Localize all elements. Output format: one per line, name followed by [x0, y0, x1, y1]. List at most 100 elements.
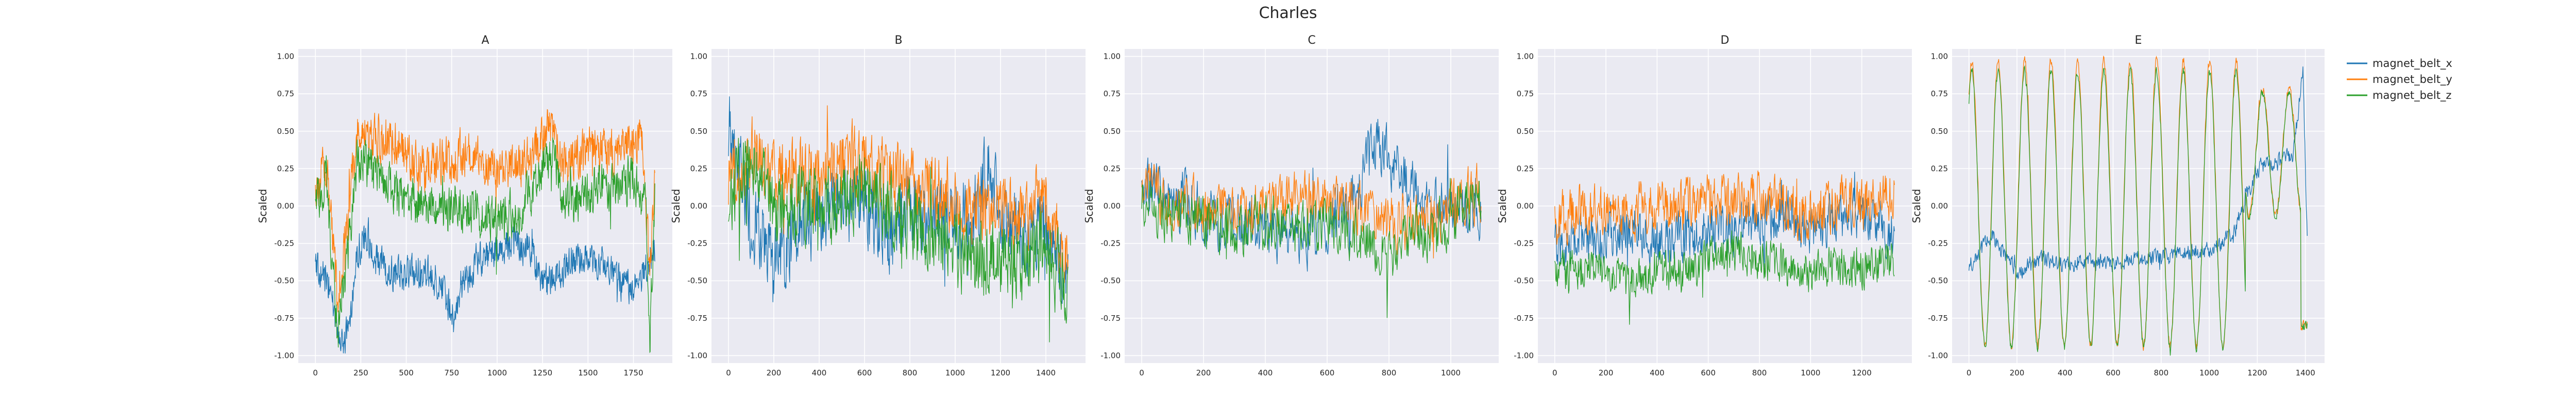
y-tick-label: 0.00 — [690, 201, 707, 211]
x-tick-label: 600 — [2106, 368, 2121, 377]
y-tick-label: -0.50 — [687, 276, 707, 285]
x-tick-label: 1250 — [533, 368, 552, 377]
series-line-magnet-belt-z — [728, 138, 1069, 342]
y-tick-label: 0.00 — [1517, 201, 1534, 211]
y-tick-label: -0.75 — [1928, 314, 1948, 323]
y-tick-label: 0.25 — [690, 164, 707, 173]
y-tick-label: 0.75 — [277, 89, 294, 98]
series-lines — [1141, 118, 1482, 318]
y-axis-label: Scaled — [1496, 189, 1509, 224]
panel-b: -1.00 -0.75 -0.50 -0.25 0.00 0.25 0.50 0.75 1.00… — [670, 34, 1086, 377]
y-tick-label: -0.75 — [1100, 314, 1121, 323]
y-tick-label: 1.00 — [1517, 52, 1534, 61]
x-tick-label: 200 — [2010, 368, 2025, 377]
x-tick-label: 0 — [1139, 368, 1144, 377]
x-tick-label: 1200 — [2247, 368, 2267, 377]
y-tick-label: -0.50 — [1100, 276, 1121, 285]
y-tick-label: -1.00 — [687, 351, 707, 360]
series-lines — [728, 96, 1069, 342]
series-line-magnet-belt-y — [1141, 163, 1482, 259]
x-tick-label: 500 — [399, 368, 414, 377]
y-tick-label: 0.50 — [1104, 127, 1121, 136]
x-tick-label: 1000 — [487, 368, 507, 377]
series-line-magnet-belt-z — [1969, 65, 2308, 356]
x-tick-label: 1200 — [1852, 368, 1872, 377]
x-tick-label: 400 — [812, 368, 827, 377]
y-tick-label: -0.25 — [1928, 239, 1948, 248]
y-tick-label: -0.50 — [1928, 276, 1948, 285]
panel-title: C — [1308, 34, 1315, 47]
legend-label-magnet-belt-z: magnet_belt_z — [2372, 89, 2451, 102]
y-tick-label: 0.00 — [277, 201, 294, 211]
y-tick-label: 1.00 — [690, 52, 707, 61]
y-axis-label: Scaled — [670, 189, 682, 224]
y-tick-label: -0.50 — [274, 276, 294, 285]
y-tick-label: -0.25 — [1514, 239, 1534, 248]
series-line-magnet-belt-z — [1554, 230, 1895, 325]
legend: magnet_belt_x magnet_belt_y magnet_belt_… — [2347, 57, 2452, 102]
y-tick-label: 0.50 — [690, 127, 707, 136]
x-tick-label: 750 — [444, 368, 459, 377]
panel-d: -1.00 -0.75 -0.50 -0.25 0.00 0.25 0.50 0.75 1.00… — [1496, 34, 1912, 377]
y-tick-label: -1.00 — [274, 351, 294, 360]
y-tick-label: -1.00 — [1100, 351, 1121, 360]
x-tick-label: 1500 — [578, 368, 598, 377]
x-tick-label: 0 — [1967, 368, 1972, 377]
x-tick-label: 800 — [1752, 368, 1767, 377]
y-axis-label: Scaled — [257, 189, 269, 224]
y-tick-label: 0.50 — [1931, 127, 1948, 136]
y-tick-label: -0.25 — [274, 239, 294, 248]
x-tick-label: 800 — [903, 368, 918, 377]
y-tick-label: 0.25 — [1517, 164, 1534, 173]
y-tick-label: 0.75 — [1517, 89, 1534, 98]
x-tick-label: 250 — [353, 368, 368, 377]
y-tick-label: 0.25 — [1104, 164, 1121, 173]
x-tick-label: 1750 — [623, 368, 643, 377]
series-line-magnet-belt-z — [315, 138, 655, 353]
y-tick-label: 0.50 — [277, 127, 294, 136]
panel-c: -1.00 -0.75 -0.50 -0.25 0.00 0.25 0.50 0.75 1.00… — [1083, 34, 1499, 377]
y-tick-label: 0.00 — [1104, 201, 1121, 211]
x-tick-label: 400 — [1258, 368, 1273, 377]
x-tick-label: 600 — [857, 368, 872, 377]
y-tick-label: 1.00 — [277, 52, 294, 61]
x-tick-label: 200 — [767, 368, 782, 377]
y-tick-label: -0.75 — [687, 314, 707, 323]
x-tick-label: 200 — [1196, 368, 1211, 377]
y-tick-label: 0.75 — [1104, 89, 1121, 98]
x-tick-label: 600 — [1320, 368, 1335, 377]
panel-title: B — [894, 34, 902, 47]
panel-e: -1.00 -0.75 -0.50 -0.25 0.00 0.25 0.50 0.75 1.00… — [1910, 34, 2325, 377]
x-tick-label: 600 — [1701, 368, 1716, 377]
y-tick-label: -1.00 — [1928, 351, 1948, 360]
y-tick-label: 0.00 — [1931, 201, 1948, 211]
y-tick-label: 0.75 — [1931, 89, 1948, 98]
y-tick-label: -0.25 — [687, 239, 707, 248]
x-tick-label: 1000 — [945, 368, 965, 377]
y-tick-label: -0.50 — [1514, 276, 1534, 285]
y-tick-label: 1.00 — [1931, 52, 1948, 61]
series-line-magnet-belt-x — [315, 217, 655, 354]
y-tick-label: 0.50 — [1517, 127, 1534, 136]
y-tick-label: -0.25 — [1100, 239, 1121, 248]
y-axis-label: Scaled — [1083, 189, 1095, 224]
panel-title: A — [481, 34, 489, 47]
figure-title: Charles — [1259, 4, 1317, 22]
series-line-magnet-belt-x — [1969, 66, 2308, 280]
x-tick-label: 0 — [1552, 368, 1557, 377]
x-tick-label: 400 — [1650, 368, 1665, 377]
series-line-magnet-belt-x — [1554, 171, 1895, 270]
x-tick-label: 400 — [2058, 368, 2073, 377]
x-tick-label: 800 — [1382, 368, 1397, 377]
series-lines — [1554, 170, 1895, 325]
panel-title: D — [1721, 34, 1730, 47]
y-tick-label: -1.00 — [1514, 351, 1534, 360]
series-lines — [315, 109, 655, 354]
y-axis-label: Scaled — [1910, 189, 1923, 224]
series-line-magnet-belt-y — [1554, 170, 1895, 246]
x-tick-label: 0 — [726, 368, 731, 377]
legend-label-magnet-belt-y: magnet_belt_y — [2372, 73, 2452, 86]
y-tick-label: 1.00 — [1104, 52, 1121, 61]
y-tick-label: 0.75 — [690, 89, 707, 98]
